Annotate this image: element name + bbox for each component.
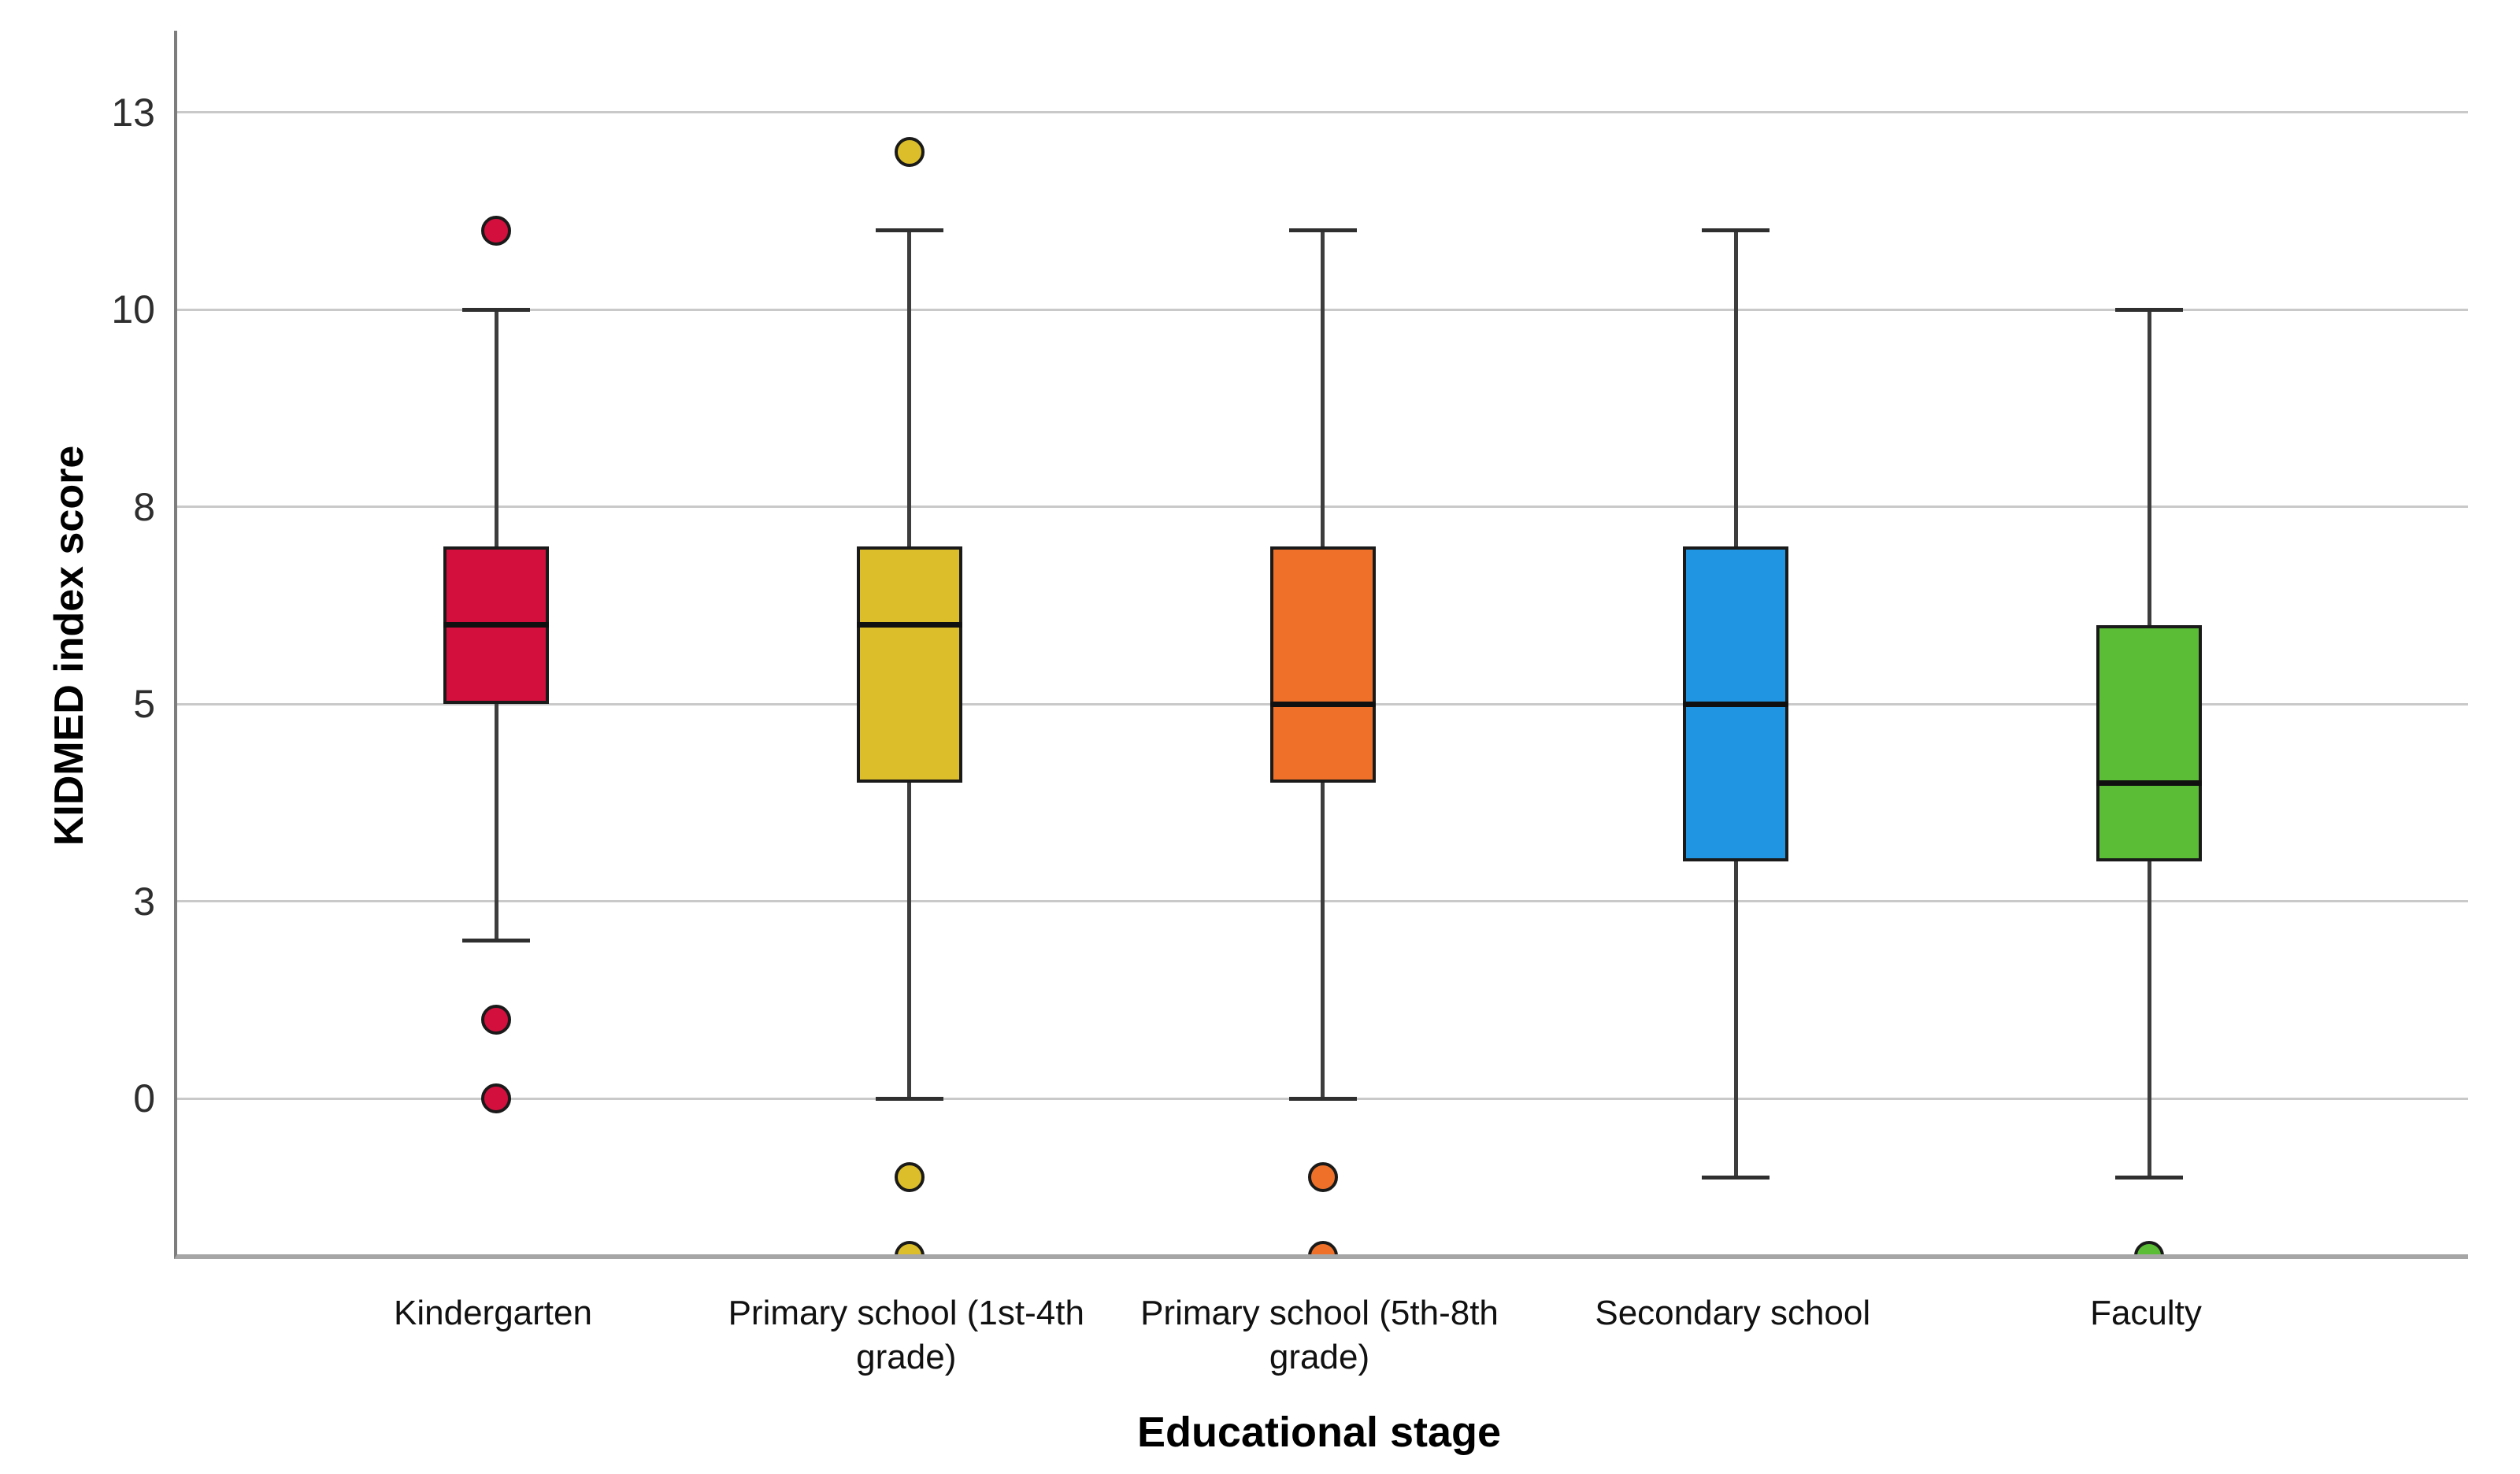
x-axis-title: Educational stage: [1136, 1409, 1502, 1456]
y-tick-label-13: 13: [111, 90, 155, 135]
y-tick-label-3: 3: [133, 879, 155, 924]
whisker-cap-low: [2115, 1175, 2183, 1180]
plot-area: [174, 31, 2468, 1259]
x-category-label-primary-school-5th-8th-grade: Primary school (5th-8th grade): [1140, 1294, 1499, 1376]
boxplot-group-primary-school-5th-8th-grade: [177, 31, 2468, 1254]
outlier-dot: [1307, 1241, 1338, 1254]
whisker-cap-high: [1702, 228, 1770, 233]
x-category-label-primary-school-1st-4th-grade: Primary school (1st-4th grade): [728, 1294, 1084, 1376]
x-category-label-kindergarten: Kindergarten: [394, 1294, 592, 1332]
median-line: [2096, 780, 2202, 786]
median-line: [1683, 701, 1789, 707]
y-tick-label-0: 0: [133, 1076, 155, 1120]
whisker-cap-low: [875, 1096, 943, 1101]
y-tick-label-8: 8: [133, 484, 155, 529]
whisker-cap-low: [462, 939, 530, 943]
x-category-label-faculty: Faculty: [2090, 1294, 2202, 1332]
boxplot-group-primary-school-1st-4th-grade: [177, 31, 2468, 1254]
iqr-box: [2096, 624, 2202, 862]
outlier-dot: [481, 1004, 511, 1035]
median-line: [856, 622, 962, 628]
whisker-cap-high: [2115, 307, 2183, 312]
y-tick-label-10: 10: [111, 287, 155, 331]
outlier-dot: [2134, 1241, 2164, 1254]
whisker-cap-low: [1288, 1096, 1357, 1101]
whisker-cap-high: [875, 228, 943, 233]
whisker-cap-high: [1288, 228, 1357, 233]
boxplot-group-kindergarten: [177, 31, 2468, 1254]
outlier-dot: [894, 1162, 925, 1193]
whisker-cap-high: [462, 307, 530, 312]
outlier-dot: [481, 1083, 511, 1113]
x-category-label-secondary-school: Secondary school: [1595, 1294, 1871, 1332]
outlier-dot: [894, 136, 925, 167]
median-line: [1269, 701, 1376, 707]
y-axis-title: KIDMED index score: [46, 445, 92, 846]
y-tick-label-5: 5: [133, 682, 155, 726]
median-line: [443, 622, 549, 628]
boxplot-group-secondary-school: [177, 31, 2468, 1254]
outlier-dot: [481, 215, 511, 246]
iqr-box: [856, 546, 962, 783]
whisker-cap-low: [1702, 1175, 1770, 1180]
outlier-dot: [1307, 1162, 1338, 1193]
iqr-box: [1269, 546, 1376, 783]
gridline-13: [177, 111, 2468, 113]
boxplot-group-faculty: [177, 31, 2468, 1254]
